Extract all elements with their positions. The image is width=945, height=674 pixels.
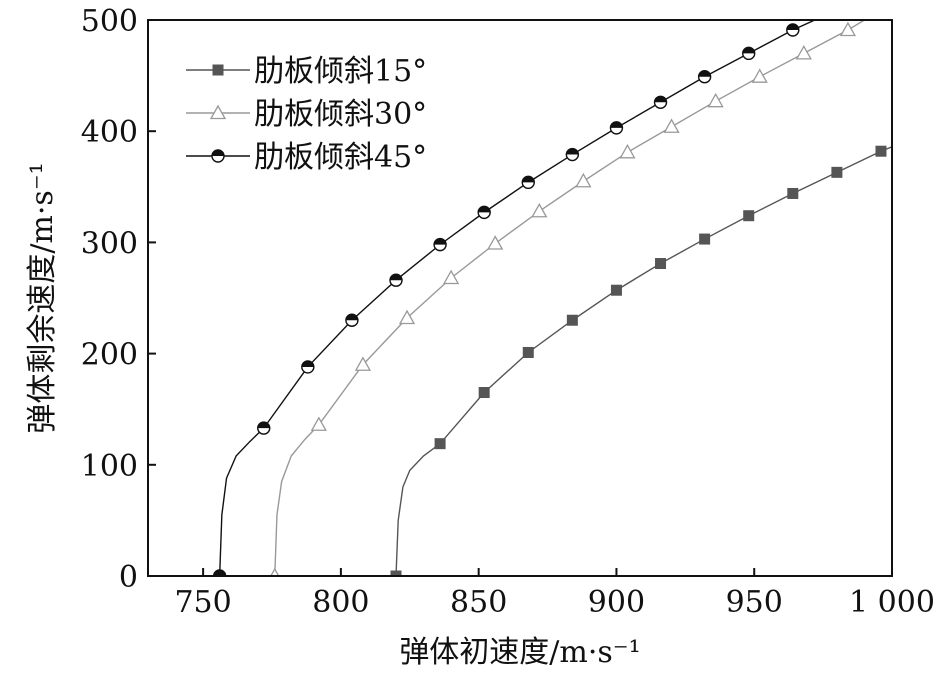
x-tick-label: 900 <box>588 585 645 620</box>
x-axis-title: 弹体初速度/m·s⁻¹ <box>399 635 640 670</box>
x-tick-label: 750 <box>174 585 231 620</box>
data-point-series-2 <box>310 416 327 431</box>
data-point-series-3 <box>433 237 447 252</box>
data-point-series-1 <box>610 284 622 296</box>
legend-label: 肋板倾斜45° <box>254 140 427 175</box>
legend: 肋板倾斜15° 肋板倾斜30° 肋板倾斜45° <box>186 54 427 175</box>
x-tick-label: 850 <box>450 585 507 620</box>
legend-item-2: 肋板倾斜30° <box>186 97 427 132</box>
y-tick-label: 100 <box>81 449 138 484</box>
y-tick-label: 0 <box>119 560 138 595</box>
y-tick-label: 500 <box>81 4 138 39</box>
data-point-series-1 <box>434 438 446 450</box>
data-point-series-1 <box>875 145 887 157</box>
data-point-series-1 <box>787 187 799 199</box>
x-tick-label: 1 000 <box>849 585 935 620</box>
x-axis: 750 800 850 900 950 1 000 <box>174 568 935 620</box>
y-axis: 0 100 200 300 400 500 <box>81 4 156 595</box>
y-tick-label: 200 <box>81 338 138 373</box>
data-point-series-3 <box>257 421 271 435</box>
data-point-series-3 <box>653 95 668 109</box>
series-line-1 <box>395 146 892 576</box>
data-point-series-2 <box>531 202 548 218</box>
data-point-series-2 <box>839 21 857 37</box>
data-point-series-1 <box>522 346 534 358</box>
data-point-series-3 <box>389 273 403 287</box>
data-point-series-1 <box>566 314 578 326</box>
x-tick-label: 800 <box>312 585 369 620</box>
data-point-series-2 <box>619 143 636 159</box>
x-tick-label: 950 <box>726 585 783 620</box>
y-axis-title: 弹体剩余速度/m·s⁻¹ <box>25 162 60 433</box>
data-point-series-2 <box>398 309 416 325</box>
data-point-series-2 <box>751 68 768 83</box>
data-point-series-3 <box>742 46 756 61</box>
legend-item-3: 肋板倾斜45° <box>186 140 427 175</box>
data-point-series-3 <box>301 360 315 374</box>
data-point-series-2 <box>707 92 724 108</box>
data-point-series-3 <box>477 205 491 220</box>
y-tick-label: 300 <box>81 226 138 261</box>
legend-item-1: 肋板倾斜15° <box>186 54 427 89</box>
data-point-series-1 <box>699 233 711 245</box>
legend-label: 肋板倾斜30° <box>254 97 427 132</box>
data-point-series-1 <box>655 258 667 270</box>
legend-marker <box>211 149 225 163</box>
legend-marker <box>212 64 224 76</box>
data-point-series-3 <box>697 70 712 84</box>
data-point-series-1 <box>831 166 843 178</box>
legend-marker <box>209 104 227 120</box>
data-point-series-2 <box>663 118 680 133</box>
data-point-series-3 <box>212 569 227 576</box>
data-point-series-3 <box>345 313 359 327</box>
data-point-series-2 <box>354 356 372 371</box>
data-point-series-1 <box>390 570 402 576</box>
data-point-series-3 <box>609 121 624 135</box>
legend-label: 肋板倾斜15° <box>254 54 427 89</box>
data-point-series-2 <box>443 269 460 285</box>
data-point-series-1 <box>743 210 755 222</box>
data-point-series-3 <box>786 23 800 37</box>
y-tick-label: 400 <box>81 115 138 150</box>
series-layer <box>212 20 892 576</box>
data-point-series-2 <box>795 45 812 60</box>
data-point-series-2 <box>575 172 592 188</box>
data-point-series-2 <box>487 235 504 250</box>
data-point-series-1 <box>478 387 490 399</box>
plot-frame <box>147 19 893 577</box>
data-point-series-3 <box>521 175 535 190</box>
data-point-series-3 <box>565 147 580 162</box>
